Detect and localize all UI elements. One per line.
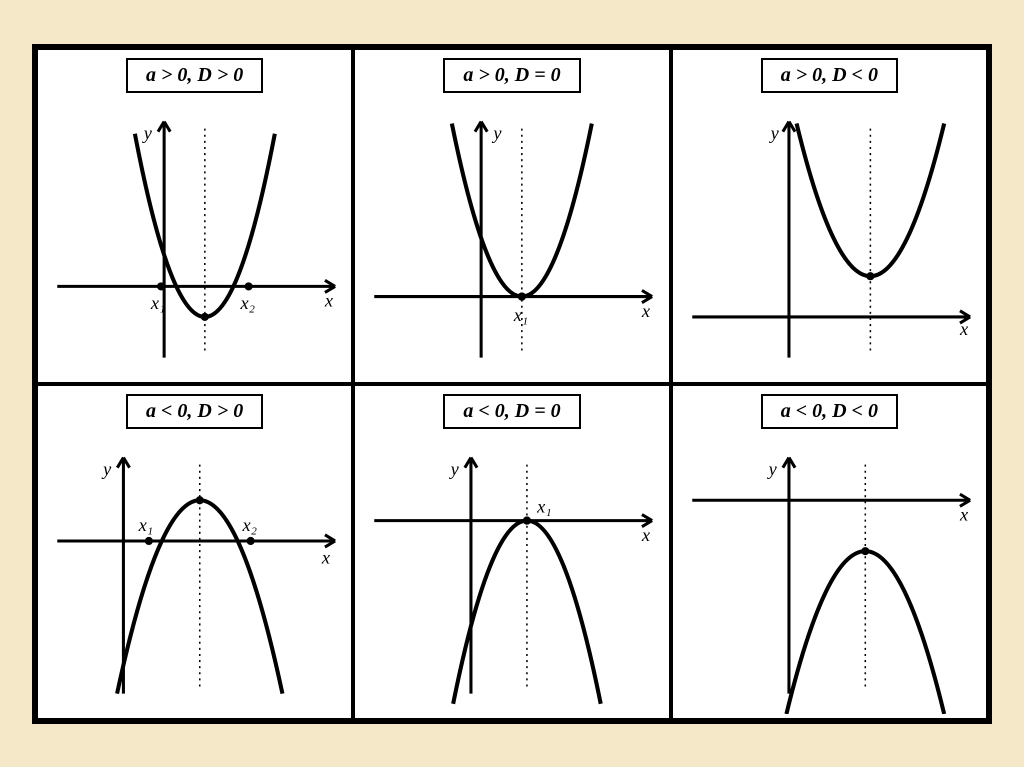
y-axis — [783, 457, 795, 693]
condition-label: a < 0, D = 0 — [443, 394, 580, 429]
x-axis-label: x — [324, 290, 333, 310]
plot-area: yx — [677, 93, 982, 378]
root-point — [157, 282, 165, 290]
plot-area: yx — [677, 429, 982, 714]
root-point — [523, 516, 531, 524]
plot-area: x₁ y x — [359, 93, 664, 378]
root-label: x₁ — [513, 304, 528, 324]
y-axis-label: y — [766, 458, 777, 478]
root-point — [245, 282, 253, 290]
plot-area: x₁ y x — [359, 429, 664, 714]
x-axis-label: x — [641, 300, 650, 320]
y-axis-label: y — [449, 458, 460, 478]
y-axis — [465, 457, 477, 693]
y-axis-label: y — [101, 458, 112, 478]
x-axis — [57, 534, 335, 546]
condition-label: a < 0, D < 0 — [761, 394, 898, 429]
y-axis — [783, 121, 795, 357]
vertex-point — [866, 272, 874, 280]
x-axis-label: x — [641, 524, 650, 544]
root-point — [518, 292, 526, 300]
y-axis-label: y — [492, 122, 503, 142]
root-label: x₂ — [241, 514, 256, 534]
x-axis — [57, 280, 335, 292]
root-label: x₁ — [536, 496, 551, 516]
cell-c4: a < 0, D > 0 x₁ x₂ y x — [36, 384, 353, 720]
vertex-point — [196, 496, 204, 504]
plot-area: x₁ x₂ y x — [42, 429, 347, 714]
root-label: x₁ — [150, 292, 165, 312]
condition-label: a > 0, D > 0 — [126, 58, 263, 93]
x-axis — [692, 310, 970, 322]
cell-c2: a > 0, D = 0 x₁ y x — [353, 48, 670, 384]
x-axis-label: x — [959, 319, 968, 339]
x-axis — [692, 494, 970, 506]
root-label: x₁ — [138, 514, 153, 534]
parabola-grid: a > 0, D > 0x₁x₂yxa > 0, D = 0x₁yxa > 0,… — [32, 44, 992, 724]
parabola-curve — [796, 123, 944, 276]
cell-c3: a > 0, D < 0yx — [671, 48, 988, 384]
cell-c5: a < 0, D = 0 x₁ y x — [353, 384, 670, 720]
condition-label: a > 0, D = 0 — [443, 58, 580, 93]
x-axis-label: x — [959, 504, 968, 524]
cell-c6: a < 0, D < 0yx — [671, 384, 988, 720]
root-label: x₂ — [239, 292, 254, 312]
condition-label: a < 0, D > 0 — [126, 394, 263, 429]
cell-c1: a > 0, D > 0 x₁ x₂ y x — [36, 48, 353, 384]
vertex-point — [201, 312, 209, 320]
plot-area: x₁ x₂ y x — [42, 93, 347, 378]
root-point — [145, 536, 153, 544]
x-axis-label: x — [321, 547, 330, 567]
condition-label: a > 0, D < 0 — [761, 58, 898, 93]
y-axis-label: y — [768, 122, 779, 142]
root-point — [247, 536, 255, 544]
y-axis-label: y — [142, 122, 153, 142]
vertex-point — [861, 547, 869, 555]
